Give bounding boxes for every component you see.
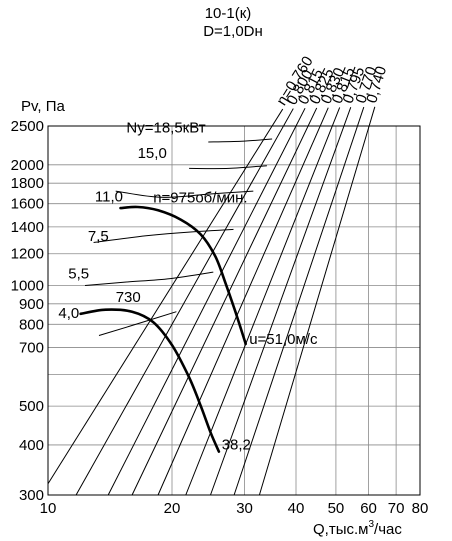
efficiency-line [131, 107, 318, 496]
power-arc [189, 165, 267, 170]
annotation-label: 730 [116, 289, 141, 306]
power-arcs [84, 138, 273, 336]
annotation-label: 38,2 [222, 436, 251, 453]
y-tick-label: 500 [19, 398, 44, 415]
annotation-label: Ny=18,5кВт [126, 119, 205, 136]
efficiency-line [157, 107, 329, 496]
y-axis-label: Pv, Па [21, 98, 66, 115]
efficiency-line [258, 106, 376, 496]
efficiency-line [210, 107, 352, 496]
y-tick-label: 300 [19, 487, 44, 504]
plot-frame [47, 125, 421, 496]
x-tick-label: 80 [412, 500, 429, 517]
annotation-label: 4,0 [58, 305, 79, 322]
x-axis-label-main: Q,тыс.м [313, 521, 368, 538]
power-arc [115, 190, 254, 198]
y-tick-label: 400 [19, 437, 44, 454]
x-tick-label: 20 [164, 500, 181, 517]
y-tick-label: 2000 [11, 157, 44, 174]
speed-curves [79, 205, 247, 453]
y-tick-label: 900 [19, 296, 44, 313]
x-tick-label: 10 [40, 500, 57, 517]
y-tick-label: 1200 [11, 246, 44, 263]
y-tick-label: 800 [19, 316, 44, 333]
efficiency-line [185, 107, 341, 496]
x-tick-label: 40 [288, 500, 305, 517]
x-axis-label-superscript: 3 [368, 519, 374, 530]
power-arc [98, 311, 177, 336]
y-tick-label: 2500 [11, 118, 44, 135]
power-arc [208, 138, 273, 143]
annotation-label: u=51,0м/с [249, 331, 318, 348]
efficiency-line [107, 107, 306, 496]
efficiency-line [75, 108, 294, 496]
annotation-label: n=975об/мин. [153, 190, 247, 207]
power-arc [93, 228, 234, 243]
annotation-label: 11,0 [95, 189, 123, 206]
x-axis-label: Q,тыс.м3/час [313, 519, 402, 538]
chart-title: 10-1(к) [205, 5, 252, 22]
x-tick-label: 70 [388, 500, 405, 517]
x-tick-label: 50 [328, 500, 345, 517]
speed-curve [119, 205, 247, 346]
y-tick-label: 1800 [11, 175, 44, 192]
speed-curve [79, 308, 221, 453]
x-axis-label-unit: /час [374, 521, 402, 538]
y-tick-label: 700 [19, 340, 44, 357]
y-tick-label: 1400 [11, 219, 44, 236]
x-tick-label: 30 [236, 500, 253, 517]
x-tick-label: 60 [360, 500, 377, 517]
efficiency-lines: η=0,7600,8000,8150,8250,8300,8150,7950,7… [47, 53, 390, 496]
power-arc [84, 271, 214, 286]
annotation-label: 5,5 [68, 266, 89, 283]
chart-subtitle: D=1,0Dн [203, 23, 263, 40]
annotation-label: 15,0 [138, 145, 167, 162]
efficiency-line [233, 106, 365, 496]
y-tick-label: 1600 [11, 196, 44, 213]
efficiency-line [47, 108, 284, 485]
annotation-label: 7,5 [88, 228, 109, 245]
y-tick-label: 1000 [11, 277, 44, 294]
